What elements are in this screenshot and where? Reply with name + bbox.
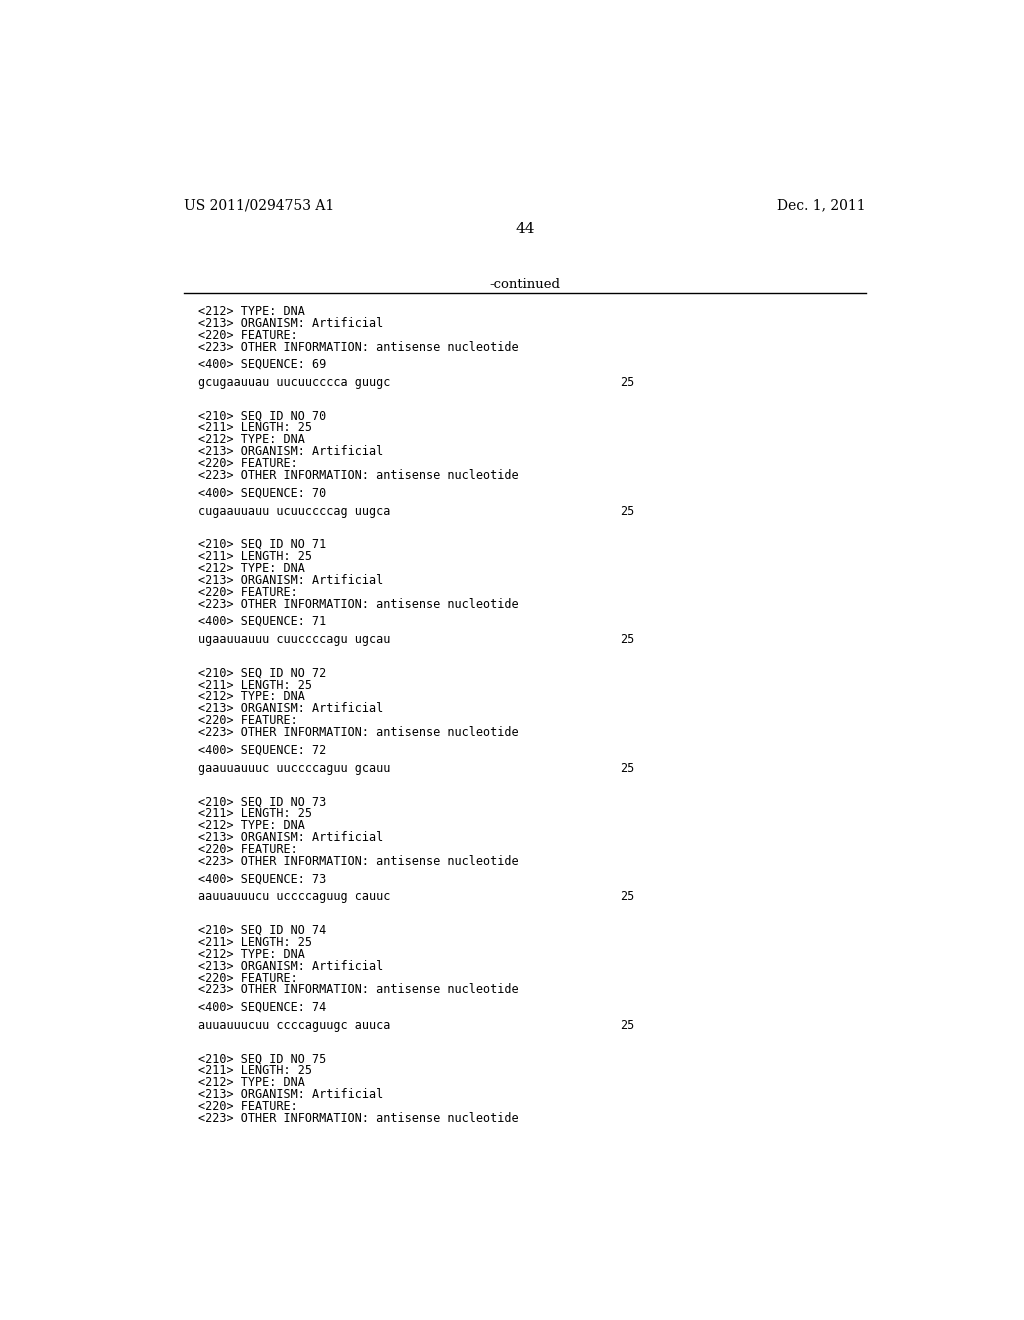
Text: <220> FEATURE:: <220> FEATURE: [198,843,298,855]
Text: 25: 25 [621,504,635,517]
Text: <213> ORGANISM: Artificial: <213> ORGANISM: Artificial [198,832,383,843]
Text: <223> OTHER INFORMATION: antisense nucleotide: <223> OTHER INFORMATION: antisense nucle… [198,341,518,354]
Text: <400> SEQUENCE: 74: <400> SEQUENCE: 74 [198,1001,326,1014]
Text: <212> TYPE: DNA: <212> TYPE: DNA [198,818,304,832]
Text: <210> SEQ ID NO 70: <210> SEQ ID NO 70 [198,409,326,422]
Text: <220> FEATURE:: <220> FEATURE: [198,1100,298,1113]
Text: <211> LENGTH: 25: <211> LENGTH: 25 [198,807,311,820]
Text: <213> ORGANISM: Artificial: <213> ORGANISM: Artificial [198,1088,383,1101]
Text: <213> ORGANISM: Artificial: <213> ORGANISM: Artificial [198,702,383,715]
Text: 25: 25 [621,762,635,775]
Text: <220> FEATURE:: <220> FEATURE: [198,457,298,470]
Text: <210> SEQ ID NO 75: <210> SEQ ID NO 75 [198,1052,326,1065]
Text: <400> SEQUENCE: 72: <400> SEQUENCE: 72 [198,743,326,756]
Text: <212> TYPE: DNA: <212> TYPE: DNA [198,1076,304,1089]
Text: ugaauuauuu cuuccccagu ugcau: ugaauuauuu cuuccccagu ugcau [198,634,390,645]
Text: 25: 25 [621,1019,635,1032]
Text: 25: 25 [621,890,635,903]
Text: <211> LENGTH: 25: <211> LENGTH: 25 [198,421,311,434]
Text: <223> OTHER INFORMATION: antisense nucleotide: <223> OTHER INFORMATION: antisense nucle… [198,1111,518,1125]
Text: <223> OTHER INFORMATION: antisense nucleotide: <223> OTHER INFORMATION: antisense nucle… [198,855,518,867]
Text: <223> OTHER INFORMATION: antisense nucleotide: <223> OTHER INFORMATION: antisense nucle… [198,469,518,482]
Text: <220> FEATURE:: <220> FEATURE: [198,972,298,985]
Text: <213> ORGANISM: Artificial: <213> ORGANISM: Artificial [198,317,383,330]
Text: <223> OTHER INFORMATION: antisense nucleotide: <223> OTHER INFORMATION: antisense nucle… [198,598,518,611]
Text: Dec. 1, 2011: Dec. 1, 2011 [777,198,866,213]
Text: 25: 25 [621,376,635,389]
Text: cugaauuauu ucuuccccag uugca: cugaauuauu ucuuccccag uugca [198,504,390,517]
Text: <210> SEQ ID NO 71: <210> SEQ ID NO 71 [198,539,326,550]
Text: <211> LENGTH: 25: <211> LENGTH: 25 [198,936,311,949]
Text: <223> OTHER INFORMATION: antisense nucleotide: <223> OTHER INFORMATION: antisense nucle… [198,726,518,739]
Text: <220> FEATURE:: <220> FEATURE: [198,586,298,599]
Text: 44: 44 [515,222,535,235]
Text: <213> ORGANISM: Artificial: <213> ORGANISM: Artificial [198,960,383,973]
Text: <210> SEQ ID NO 73: <210> SEQ ID NO 73 [198,795,326,808]
Text: <212> TYPE: DNA: <212> TYPE: DNA [198,690,304,704]
Text: gcugaauuau uucuucccca guugc: gcugaauuau uucuucccca guugc [198,376,390,389]
Text: <211> LENGTH: 25: <211> LENGTH: 25 [198,678,311,692]
Text: <212> TYPE: DNA: <212> TYPE: DNA [198,305,304,318]
Text: <213> ORGANISM: Artificial: <213> ORGANISM: Artificial [198,445,383,458]
Text: <210> SEQ ID NO 74: <210> SEQ ID NO 74 [198,924,326,937]
Text: <212> TYPE: DNA: <212> TYPE: DNA [198,433,304,446]
Text: <400> SEQUENCE: 70: <400> SEQUENCE: 70 [198,487,326,499]
Text: <212> TYPE: DNA: <212> TYPE: DNA [198,562,304,576]
Text: <211> LENGTH: 25: <211> LENGTH: 25 [198,550,311,562]
Text: US 2011/0294753 A1: US 2011/0294753 A1 [183,198,334,213]
Text: aauuauuucu uccccaguug cauuc: aauuauuucu uccccaguug cauuc [198,890,390,903]
Text: <400> SEQUENCE: 71: <400> SEQUENCE: 71 [198,615,326,628]
Text: auuauuucuu ccccaguugc auuca: auuauuucuu ccccaguugc auuca [198,1019,390,1032]
Text: gaauuauuuc uuccccaguu gcauu: gaauuauuuc uuccccaguu gcauu [198,762,390,775]
Text: <220> FEATURE:: <220> FEATURE: [198,714,298,727]
Text: <213> ORGANISM: Artificial: <213> ORGANISM: Artificial [198,574,383,587]
Text: <400> SEQUENCE: 73: <400> SEQUENCE: 73 [198,873,326,886]
Text: <220> FEATURE:: <220> FEATURE: [198,329,298,342]
Text: <400> SEQUENCE: 69: <400> SEQUENCE: 69 [198,358,326,371]
Text: <212> TYPE: DNA: <212> TYPE: DNA [198,948,304,961]
Text: <210> SEQ ID NO 72: <210> SEQ ID NO 72 [198,667,326,680]
Text: -continued: -continued [489,277,560,290]
Text: <223> OTHER INFORMATION: antisense nucleotide: <223> OTHER INFORMATION: antisense nucle… [198,983,518,997]
Text: 25: 25 [621,634,635,645]
Text: <211> LENGTH: 25: <211> LENGTH: 25 [198,1064,311,1077]
